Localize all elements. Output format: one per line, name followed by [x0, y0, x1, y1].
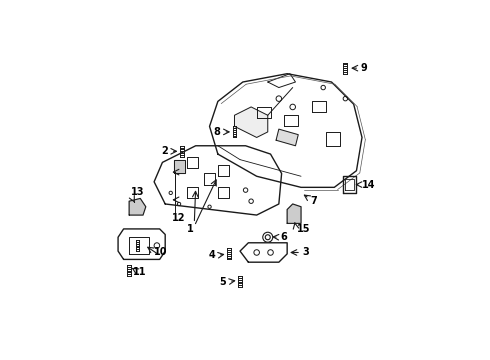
- Text: 15: 15: [297, 224, 310, 234]
- Text: 4: 4: [208, 250, 215, 260]
- Text: 14: 14: [362, 180, 375, 190]
- Polygon shape: [276, 129, 298, 146]
- Polygon shape: [154, 146, 282, 215]
- Polygon shape: [235, 107, 268, 138]
- Text: 5: 5: [220, 276, 226, 287]
- Polygon shape: [287, 204, 301, 223]
- Text: 8: 8: [214, 127, 220, 137]
- Text: 7: 7: [311, 196, 318, 206]
- Text: 10: 10: [154, 247, 168, 257]
- Circle shape: [265, 235, 270, 240]
- Text: 2: 2: [161, 146, 168, 156]
- Text: 1: 1: [187, 224, 194, 234]
- Polygon shape: [129, 198, 146, 215]
- Text: 13: 13: [130, 187, 144, 197]
- Text: 12: 12: [172, 213, 186, 223]
- Polygon shape: [268, 74, 295, 87]
- Circle shape: [263, 232, 273, 242]
- Text: 3: 3: [302, 247, 309, 257]
- Text: 6: 6: [280, 232, 287, 242]
- Polygon shape: [343, 176, 356, 193]
- Text: 11: 11: [133, 267, 147, 277]
- Polygon shape: [173, 159, 185, 174]
- Polygon shape: [118, 229, 165, 260]
- Polygon shape: [210, 74, 362, 187]
- Text: 9: 9: [361, 63, 368, 73]
- Polygon shape: [240, 243, 287, 262]
